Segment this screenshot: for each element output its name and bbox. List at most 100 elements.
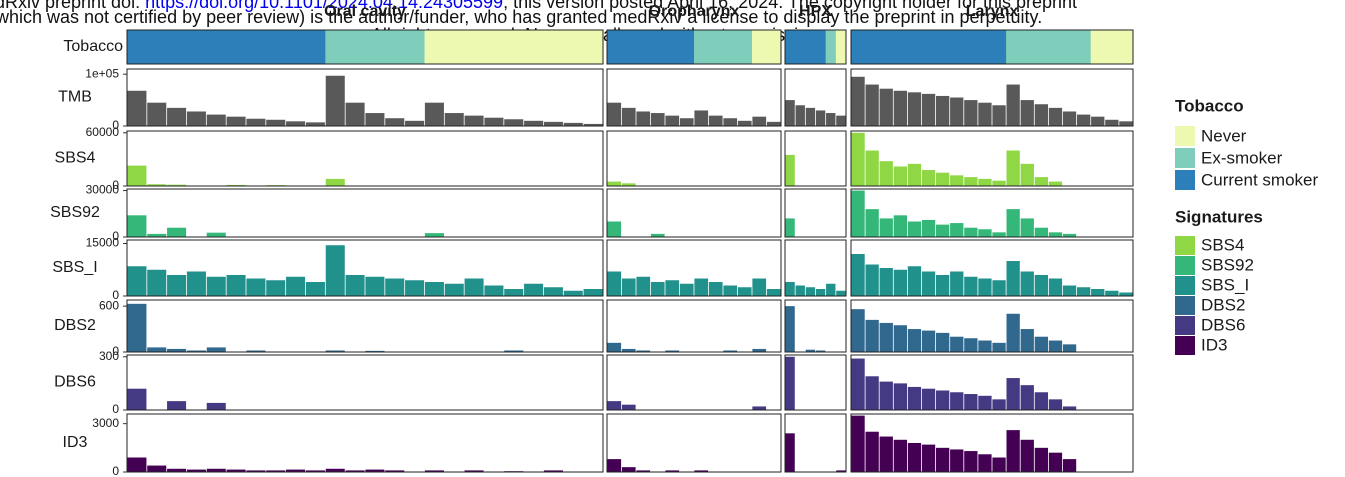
tobacco-cell [1118, 30, 1134, 64]
bar [836, 115, 846, 126]
bar [978, 395, 992, 410]
bar [795, 105, 805, 126]
bar [936, 224, 950, 237]
legend-title: Signatures [1175, 207, 1263, 226]
y-tick-label: 0 [112, 229, 119, 243]
panel-border [126, 29, 604, 65]
bar [147, 347, 167, 352]
bar [737, 120, 752, 126]
bar [865, 84, 879, 126]
bar [893, 90, 907, 126]
watermark-link[interactable]: https://doi.org/10.1101/2024.04.14.24305… [145, 0, 503, 12]
bar [266, 119, 286, 126]
tobacco-cell [146, 30, 168, 64]
bar [1006, 84, 1020, 126]
bar [1006, 209, 1020, 237]
bar [583, 123, 603, 126]
bar [543, 121, 563, 126]
tobacco-cell [1090, 30, 1106, 64]
y-tick-label: 3000 [92, 416, 119, 430]
bar [1119, 121, 1133, 126]
tobacco-cell [1062, 30, 1078, 64]
legend-label: SBS92 [1201, 255, 1254, 274]
tobacco-cell [723, 30, 738, 64]
bar [766, 121, 781, 126]
y-tick-label: 0 [112, 344, 119, 358]
row-label: DBS2 [54, 317, 96, 334]
bar [543, 470, 563, 472]
panel-border [784, 299, 847, 353]
panel-border [606, 188, 782, 238]
bar [186, 111, 206, 126]
bar [907, 329, 922, 352]
bar [1034, 447, 1048, 472]
bar [607, 401, 622, 410]
bar [921, 330, 936, 352]
bar [1077, 287, 1091, 296]
panel-border [606, 354, 782, 411]
bar [921, 271, 936, 296]
panel-border [606, 239, 782, 297]
bar [865, 209, 879, 237]
bar [679, 118, 694, 126]
bar [893, 325, 907, 352]
tobacco-cell [424, 30, 445, 64]
panel-border [606, 299, 782, 353]
bar [621, 404, 636, 410]
bar [851, 309, 865, 352]
bar [1119, 292, 1133, 296]
bar [563, 290, 583, 296]
panel-border [784, 239, 847, 297]
bar [1048, 181, 1063, 186]
bar [1034, 177, 1048, 186]
bar [127, 90, 147, 126]
bar [484, 285, 504, 296]
legend-swatch [1175, 148, 1195, 168]
bar [444, 113, 464, 126]
panel-border [606, 29, 782, 65]
bar [1062, 459, 1077, 472]
bar [978, 454, 992, 472]
bar [365, 276, 385, 296]
bar [345, 102, 365, 126]
bar [1091, 116, 1105, 126]
legend-title: Tobacco [1175, 96, 1244, 115]
legend-swatch [1175, 126, 1195, 146]
bar [879, 218, 893, 237]
tobacco-cell [563, 30, 584, 64]
bar [893, 439, 907, 472]
bar [147, 269, 167, 296]
bar [992, 457, 1006, 472]
bar [936, 95, 950, 126]
bar [978, 178, 992, 186]
bar [879, 161, 893, 186]
bar [752, 406, 767, 410]
panel-border [784, 354, 847, 411]
tobacco-cell [265, 30, 287, 64]
bar [1034, 104, 1048, 126]
tobacco-cell [815, 30, 827, 64]
bar [907, 386, 922, 410]
bar [636, 111, 651, 126]
panel-border [606, 68, 782, 127]
bar [851, 358, 865, 410]
bar [992, 342, 1006, 352]
tobacco-cell [1006, 30, 1021, 64]
bar [1048, 107, 1063, 126]
panel-border [126, 239, 604, 297]
bar [345, 275, 365, 296]
facet-title: Oropharynx [649, 3, 740, 20]
bar [127, 457, 147, 472]
bar [978, 278, 992, 296]
bar [1020, 100, 1034, 126]
bar [504, 350, 524, 352]
tobacco-cell [285, 30, 306, 64]
tobacco-cell [935, 30, 951, 64]
bar [785, 154, 795, 186]
bar [504, 119, 524, 126]
bar [893, 269, 907, 296]
panel-border [126, 413, 604, 473]
row-label: SBS92 [50, 204, 100, 221]
bar [805, 107, 816, 126]
bar [936, 275, 950, 296]
